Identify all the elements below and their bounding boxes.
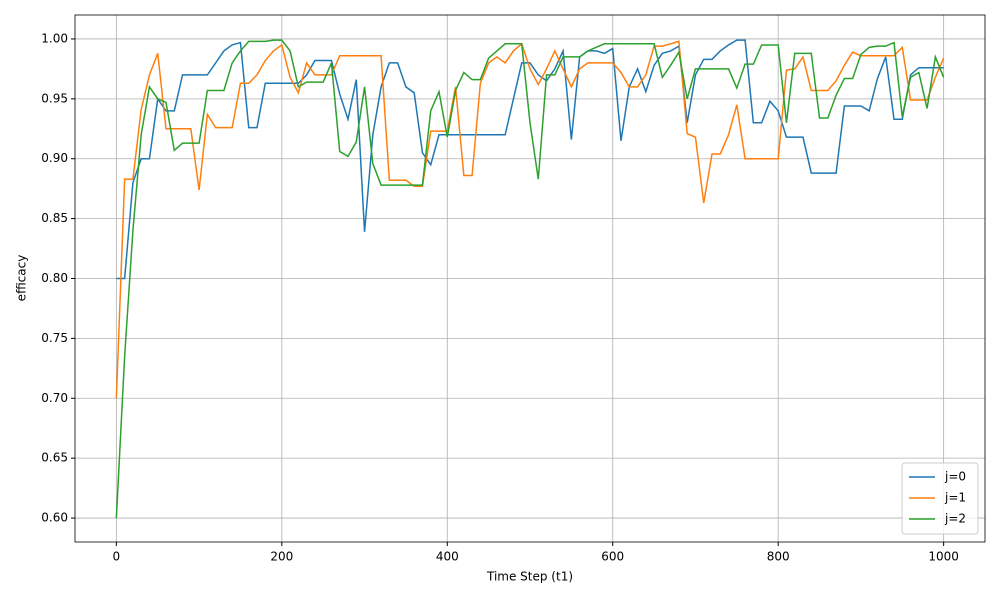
- x-axis-label: Time Step (t1): [486, 570, 573, 584]
- legend-box: [901, 462, 979, 535]
- x-tick-label: 400: [436, 550, 459, 564]
- y-tick-label: 0.65: [41, 451, 68, 465]
- data-line: [115, 40, 945, 399]
- x-tick-label: 800: [767, 550, 790, 564]
- x-tick-label: 1000: [928, 550, 959, 564]
- legend-label: j=2: [944, 512, 966, 526]
- plot-frame: [74, 14, 986, 543]
- y-tick-label: 1.00: [41, 31, 68, 45]
- y-tick-label: 0.75: [41, 331, 68, 345]
- legend: j=0 j=1 j=2: [901, 462, 979, 535]
- x-tick-label: 0: [113, 550, 121, 564]
- y-tick-label: 0.70: [41, 391, 68, 405]
- data-line: [115, 39, 945, 519]
- legend-label: j=1: [944, 491, 966, 505]
- x-tick-label: 200: [270, 550, 293, 564]
- y-axis-label: efficacy: [15, 255, 29, 302]
- x-tick-label: 600: [601, 550, 624, 564]
- data-line: [116, 39, 944, 280]
- y-tick-label: 0.60: [41, 511, 68, 525]
- y-tick-label: 0.95: [41, 91, 68, 105]
- y-tick-label: 0.90: [41, 151, 68, 165]
- legend-label: j=0: [944, 470, 966, 484]
- y-tick-label: 0.80: [41, 271, 68, 285]
- y-tick-label: 0.85: [41, 211, 68, 225]
